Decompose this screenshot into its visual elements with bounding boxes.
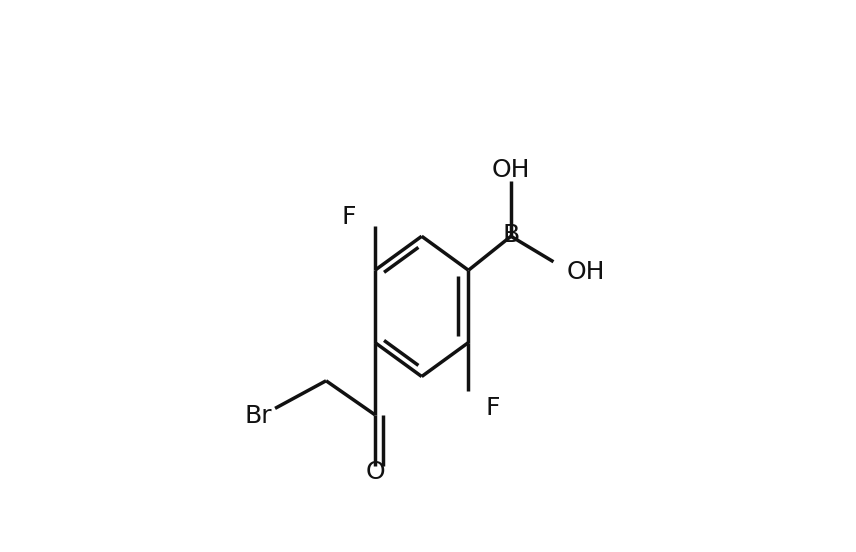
Text: B: B [502, 223, 520, 247]
Text: F: F [342, 205, 356, 229]
Text: OH: OH [491, 158, 530, 182]
Text: F: F [485, 396, 500, 421]
Text: Br: Br [244, 404, 272, 428]
Text: OH: OH [566, 261, 604, 284]
Text: O: O [366, 460, 384, 484]
